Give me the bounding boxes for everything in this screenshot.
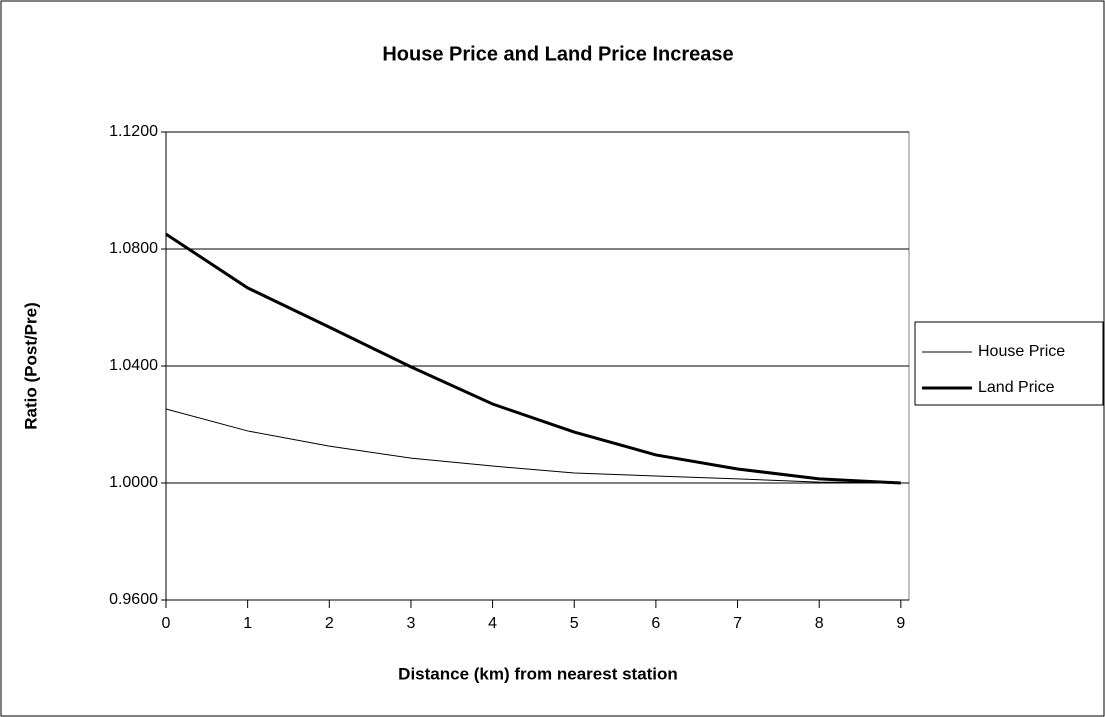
series-line (165, 232, 901, 485)
x-tick-label: 8 (815, 615, 824, 632)
y-tick-label: 1.0000 (109, 474, 158, 491)
x-tick-label: 9 (896, 615, 905, 632)
x-tick-label: 1 (243, 615, 252, 632)
x-tick-label: 6 (651, 615, 660, 632)
y-tick-label: 1.1200 (109, 123, 158, 140)
x-tick-label: 2 (325, 615, 334, 632)
x-tick-label: 4 (488, 615, 497, 632)
y-axis-title: Ratio (Post/Pre) (21, 302, 40, 430)
x-tick-label: 3 (406, 615, 415, 632)
legend-box (914, 321, 1104, 406)
legend-label: Land Price (978, 379, 1055, 396)
y-tick-label: 0.9600 (109, 591, 158, 608)
x-tick-label: 0 (162, 615, 171, 632)
x-tick-label: 5 (570, 615, 579, 632)
legend-label: House Price (978, 343, 1065, 360)
chart-title: House Price and Land Price Increase (382, 43, 733, 65)
y-tick-label: 1.0400 (109, 357, 158, 374)
y-tick-label: 1.0800 (109, 240, 158, 257)
x-axis-title: Distance (km) from nearest station (398, 664, 678, 683)
series-line (165, 408, 901, 484)
x-tick-label: 7 (733, 615, 742, 632)
